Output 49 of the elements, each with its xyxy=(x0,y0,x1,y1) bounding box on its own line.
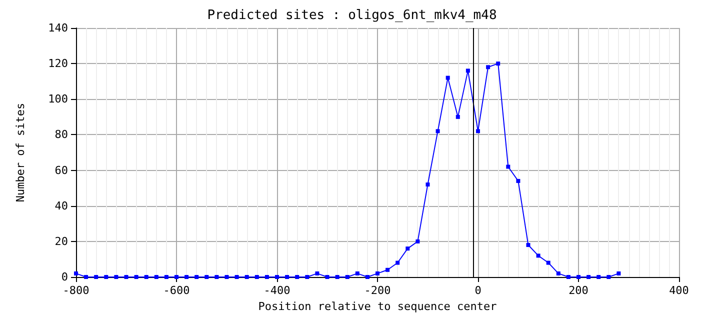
x-axis-title: Position relative to sequence center xyxy=(258,300,498,313)
point xyxy=(496,62,500,66)
point xyxy=(396,260,400,265)
point xyxy=(446,76,450,80)
x-tick-label: -200 xyxy=(364,284,391,297)
y-tick-label: 140 xyxy=(48,22,68,34)
point xyxy=(476,129,480,134)
point xyxy=(406,246,410,251)
point xyxy=(526,242,530,247)
point xyxy=(436,129,440,134)
x-tick-label: -600 xyxy=(163,284,190,297)
point xyxy=(224,275,229,279)
y-tick-label: 120 xyxy=(48,57,68,70)
y-tick-label: 20 xyxy=(54,234,68,248)
point xyxy=(234,275,239,279)
point xyxy=(244,275,249,279)
y-tick-label: 60 xyxy=(54,164,68,177)
chart-title: Predicted sites : oligos_6nt_mkv4_m48 xyxy=(207,8,497,23)
point xyxy=(264,275,269,279)
x-tick-label: -800 xyxy=(62,284,90,297)
point xyxy=(456,114,460,119)
point xyxy=(486,65,490,70)
point xyxy=(416,239,420,244)
point xyxy=(536,254,540,258)
point xyxy=(616,271,621,276)
point xyxy=(315,271,320,276)
point xyxy=(74,271,78,276)
y-tick-label: 80 xyxy=(54,128,68,142)
point xyxy=(466,68,470,73)
point xyxy=(516,178,520,183)
point xyxy=(426,182,430,187)
point xyxy=(386,268,390,272)
y-tick-label: 100 xyxy=(48,92,68,106)
point xyxy=(506,164,510,169)
point xyxy=(556,271,560,276)
y-axis-title: Number of sites xyxy=(14,102,27,202)
point xyxy=(275,275,279,279)
x-tick-label: 200 xyxy=(568,284,588,297)
point xyxy=(576,275,580,279)
x-tick-label: 0 xyxy=(474,284,482,297)
y-tick-label: 40 xyxy=(54,199,68,212)
point xyxy=(355,271,360,276)
x-tick-label: 400 xyxy=(669,284,689,297)
x-tick-label: -400 xyxy=(264,284,290,297)
point xyxy=(376,271,380,276)
point xyxy=(174,275,178,279)
point xyxy=(254,275,259,279)
y-tick-label: 0 xyxy=(61,270,68,284)
point xyxy=(546,260,550,265)
